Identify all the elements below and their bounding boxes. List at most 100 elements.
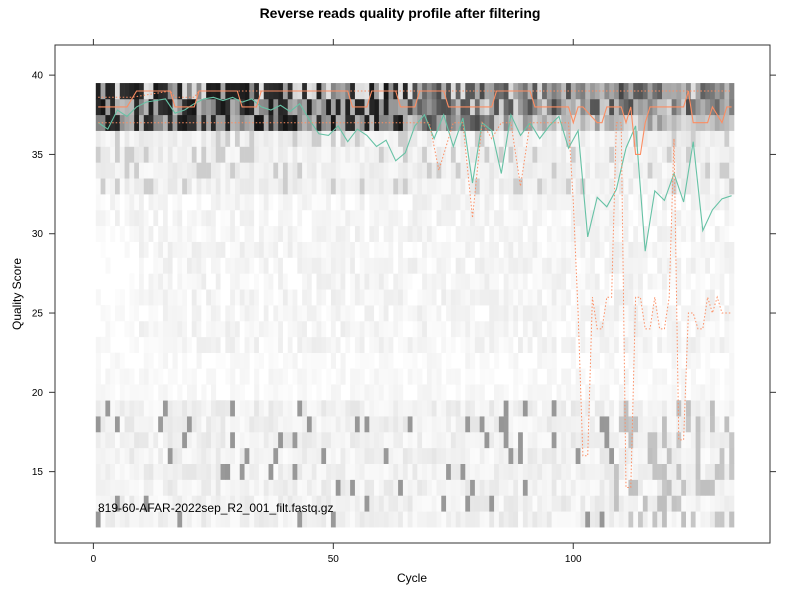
- heatmap-cell: [638, 400, 644, 417]
- heatmap-cell: [206, 289, 212, 306]
- heatmap-cell: [398, 289, 404, 306]
- heatmap-cell: [686, 479, 692, 496]
- heatmap-cell: [431, 416, 437, 433]
- heatmap-cell: [244, 146, 250, 163]
- heatmap-cell: [364, 273, 370, 290]
- heatmap-cell: [633, 257, 639, 274]
- heatmap-cell: [633, 209, 639, 227]
- heatmap-cell: [503, 289, 509, 306]
- heatmap-cell: [263, 416, 269, 433]
- heatmap-cell: [503, 194, 509, 211]
- heatmap-cell: [590, 400, 596, 417]
- heatmap-cell: [494, 289, 500, 306]
- heatmap-cell: [105, 447, 111, 464]
- heatmap-cell: [422, 479, 428, 496]
- heatmap-cell: [330, 320, 337, 338]
- heatmap-cell: [378, 463, 385, 480]
- heatmap-cell: [273, 273, 279, 290]
- heatmap-cell: [177, 463, 183, 480]
- heatmap-cell: [201, 320, 207, 338]
- heatmap-cell: [518, 98, 524, 116]
- heatmap-cell: [354, 320, 361, 338]
- heatmap-cell: [671, 273, 677, 290]
- heatmap-cell: [585, 194, 591, 211]
- heatmap-cell: [542, 320, 548, 338]
- heatmap-cell: [369, 463, 375, 480]
- heatmap-cell: [359, 273, 365, 290]
- heatmap-cell: [230, 257, 236, 274]
- heatmap-cell: [316, 400, 322, 417]
- heatmap-cell: [618, 114, 624, 131]
- heatmap-cell: [129, 463, 135, 480]
- heatmap-cell: [196, 194, 202, 211]
- heatmap-cell: [398, 320, 404, 338]
- heatmap-cell: [326, 320, 332, 338]
- heatmap-cell: [638, 305, 644, 322]
- heatmap-cell: [158, 352, 164, 369]
- heatmap-cell: [138, 368, 145, 385]
- heatmap-cell: [354, 400, 361, 417]
- heatmap-cell: [465, 352, 471, 369]
- heatmap-cell: [350, 257, 356, 274]
- heatmap-cell: [700, 384, 706, 401]
- heatmap-cell: [114, 463, 121, 480]
- heatmap-cell: [412, 194, 418, 211]
- heatmap-cell: [186, 368, 193, 385]
- heatmap-cell: [273, 257, 279, 274]
- heatmap-cell: [278, 162, 284, 179]
- heatmap-cell: [254, 162, 260, 179]
- heatmap-cell: [378, 447, 385, 464]
- heatmap-cell: [633, 447, 639, 464]
- heatmap-cell: [465, 114, 471, 131]
- heatmap-cell: [191, 384, 197, 401]
- heatmap-cell: [129, 194, 135, 211]
- heatmap-cell: [628, 495, 634, 512]
- heatmap-cell: [561, 257, 567, 274]
- heatmap-cell: [287, 384, 293, 401]
- heatmap-cell: [729, 178, 735, 195]
- heatmap-cell: [710, 305, 716, 322]
- heatmap-cell: [244, 447, 250, 464]
- heatmap-cell: [244, 479, 250, 496]
- heatmap-cell: [676, 146, 682, 163]
- heatmap-cell: [455, 400, 461, 417]
- heatmap-cell: [110, 447, 116, 464]
- heatmap-cell: [206, 305, 212, 322]
- heatmap-cell: [201, 241, 207, 258]
- heatmap-cell: [537, 352, 543, 369]
- heatmap-cell: [326, 273, 332, 290]
- heatmap-cell: [662, 241, 668, 258]
- heatmap-cell: [105, 178, 111, 195]
- heatmap-cell: [503, 225, 509, 242]
- heatmap-cell: [302, 320, 308, 338]
- heatmap-cell: [383, 495, 389, 512]
- heatmap-cell: [470, 162, 476, 179]
- heatmap-cell: [201, 384, 207, 401]
- heatmap-cell: [206, 495, 212, 512]
- heatmap-cell: [105, 431, 111, 449]
- heatmap-cell: [575, 257, 581, 274]
- heatmap-cell: [378, 368, 385, 385]
- heatmap-cell: [580, 416, 586, 433]
- heatmap-cell: [201, 336, 207, 353]
- heatmap-cell: [287, 495, 293, 512]
- heatmap-cell: [652, 146, 658, 163]
- heatmap-cell: [273, 130, 279, 147]
- heatmap-cell: [666, 384, 672, 401]
- heatmap-cell: [662, 273, 668, 290]
- heatmap-cell: [354, 194, 361, 211]
- heatmap-cell: [417, 114, 423, 131]
- heatmap-cell: [638, 368, 644, 385]
- heatmap-cell: [513, 320, 519, 338]
- heatmap-cell: [719, 241, 725, 258]
- heatmap-cell: [234, 130, 241, 147]
- heatmap-cell: [297, 130, 303, 147]
- heatmap-cell: [657, 225, 663, 242]
- heatmap-cell: [350, 146, 356, 163]
- heatmap-cell: [441, 98, 447, 116]
- heatmap-cell: [719, 400, 725, 417]
- heatmap-cell: [249, 83, 255, 100]
- heatmap-cell: [657, 273, 663, 290]
- heatmap-cell: [484, 431, 490, 449]
- heatmap-cell: [518, 130, 524, 147]
